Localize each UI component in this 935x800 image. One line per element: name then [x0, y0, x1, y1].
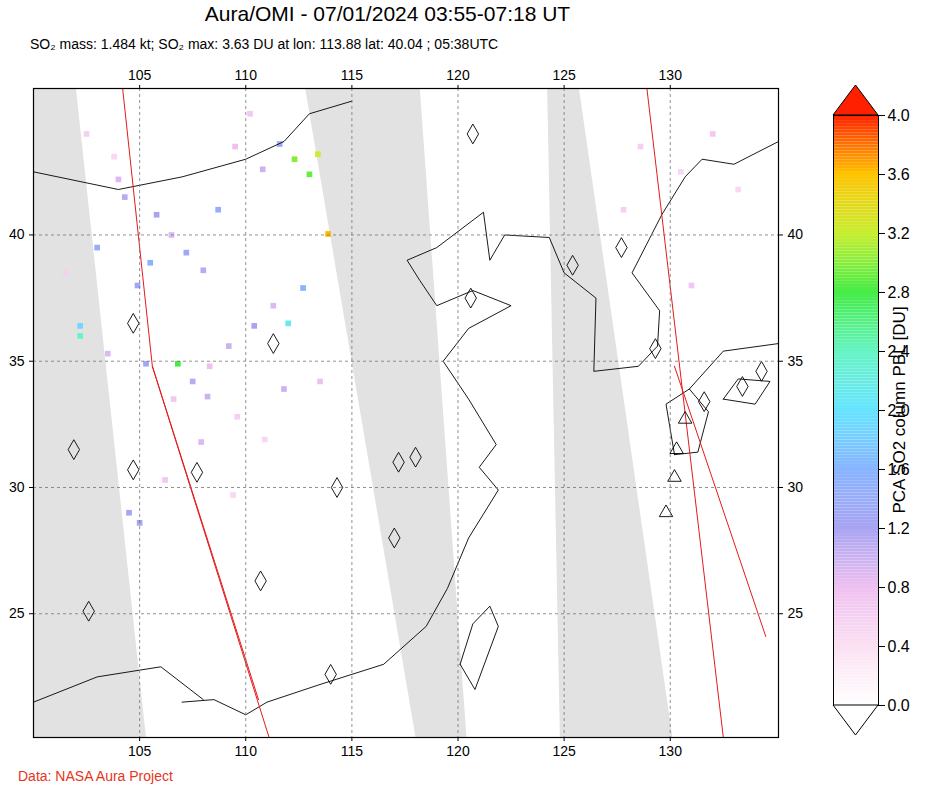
svg-text:125: 125	[552, 67, 576, 83]
html-text:SO₂ mass: 1.484 kt; SO₂ max: 3: SO₂ mass: 1.484 kt; SO₂ max: 3.63 DU at …	[30, 36, 499, 52]
svg-text:40: 40	[9, 226, 25, 242]
svg-text:35: 35	[9, 353, 25, 369]
svg-text:30: 30	[9, 479, 25, 495]
svg-text:3.6: 3.6	[888, 166, 910, 183]
svg-text:0.8: 0.8	[888, 579, 910, 596]
svg-text:25: 25	[9, 605, 25, 621]
svg-text:0.4: 0.4	[888, 638, 910, 655]
svg-text:105: 105	[128, 743, 152, 759]
svg-text:1.2: 1.2	[888, 520, 910, 537]
html-text:Data: NASA Aura Project: Data: NASA Aura Project	[18, 768, 173, 784]
svg-text:4.0: 4.0	[888, 107, 910, 124]
svg-text:115: 115	[341, 743, 364, 759]
svg-text:35: 35	[788, 353, 804, 369]
svg-text:0.0: 0.0	[888, 697, 910, 714]
svg-text:25: 25	[788, 605, 804, 621]
svg-text:2.8: 2.8	[888, 284, 910, 301]
svg-text:115: 115	[341, 67, 364, 83]
svg-text:130: 130	[659, 67, 683, 83]
svg-text:30: 30	[788, 479, 804, 495]
svg-text:120: 120	[446, 743, 470, 759]
svg-text:130: 130	[659, 743, 683, 759]
svg-text:40: 40	[788, 226, 804, 242]
html-text:Aura/OMI - 07/01/2024 03:55-07: Aura/OMI - 07/01/2024 03:55-07:18 UT	[204, 2, 571, 25]
svg-text:3.2: 3.2	[888, 225, 910, 242]
html-text:PCA SO2 column PBL [DU]: PCA SO2 column PBL [DU]	[890, 306, 909, 514]
svg-text:110: 110	[235, 743, 258, 759]
svg-text:120: 120	[446, 67, 470, 83]
svg-text:105: 105	[128, 67, 152, 83]
svg-text:110: 110	[235, 67, 258, 83]
svg-text:125: 125	[552, 743, 576, 759]
